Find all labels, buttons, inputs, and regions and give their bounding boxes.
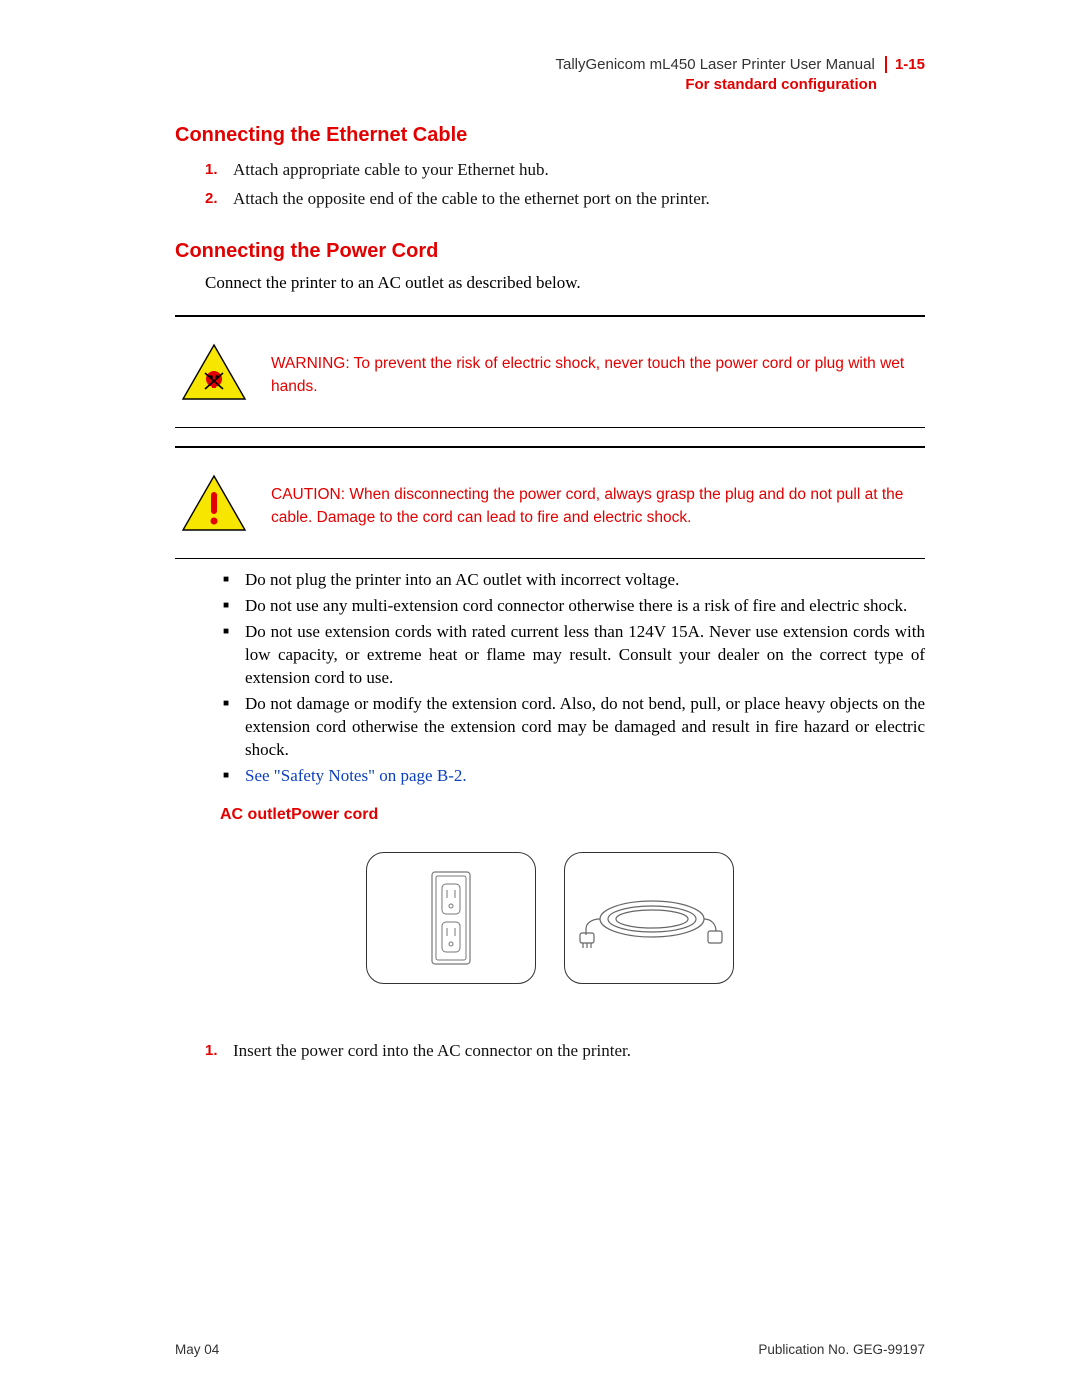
heading-power-cord: Connecting the Power Cord [175, 240, 925, 263]
caution-text: CAUTION: When disconnecting the power co… [271, 474, 925, 529]
divider [175, 446, 925, 448]
header-subtitle: For standard configuration [175, 75, 925, 95]
bullet-1: Do not plug the printer into an AC outle… [245, 569, 925, 592]
header-page-number: 1-15 [885, 56, 925, 73]
divider [175, 558, 925, 559]
page-header: TallyGenicom mL450 Laser Printer User Ma… [175, 55, 925, 96]
footer-publication: Publication No. GEG-99197 [758, 1342, 925, 1357]
figure-label: AC outletPower cord [175, 806, 925, 824]
power-cord-steps: 1.Insert the power cord into the AC conn… [175, 1038, 925, 1064]
footer-date: May 04 [175, 1342, 219, 1357]
power-cord-step-1: 1.Insert the power cord into the AC conn… [233, 1038, 925, 1064]
figure-ac-outlet [366, 852, 536, 984]
safety-bullets: Do not plug the printer into an AC outle… [175, 569, 925, 787]
safety-notes-link[interactable]: See "Safety Notes" on page B-2. [245, 765, 925, 788]
figure-row [175, 852, 925, 984]
divider [175, 427, 925, 428]
figure-power-cord [564, 852, 734, 984]
ethernet-step-2: 2.Attach the opposite end of the cable t… [233, 186, 925, 212]
bullet-2: Do not use any multi-extension cord conn… [245, 595, 925, 618]
skull-warning-icon [175, 343, 253, 401]
heading-ethernet: Connecting the Ethernet Cable [175, 124, 925, 147]
caution-callout: CAUTION: When disconnecting the power co… [175, 458, 925, 548]
ethernet-step-1: 1.Attach appropriate cable to your Ether… [233, 157, 925, 183]
warning-callout: WARNING: To prevent the risk of electric… [175, 327, 925, 417]
header-doc-title: TallyGenicom mL450 Laser Printer User Ma… [555, 56, 874, 73]
bullet-4: Do not damage or modify the extension co… [245, 693, 925, 762]
power-cord-intro: Connect the printer to an AC outlet as d… [175, 273, 925, 293]
warning-text: WARNING: To prevent the risk of electric… [271, 343, 925, 398]
page-footer: May 04 Publication No. GEG-99197 [175, 1342, 925, 1357]
divider [175, 315, 925, 317]
exclamation-warning-icon [175, 474, 253, 532]
bullet-3: Do not use extension cords with rated cu… [245, 621, 925, 690]
ethernet-steps: 1.Attach appropriate cable to your Ether… [175, 157, 925, 213]
